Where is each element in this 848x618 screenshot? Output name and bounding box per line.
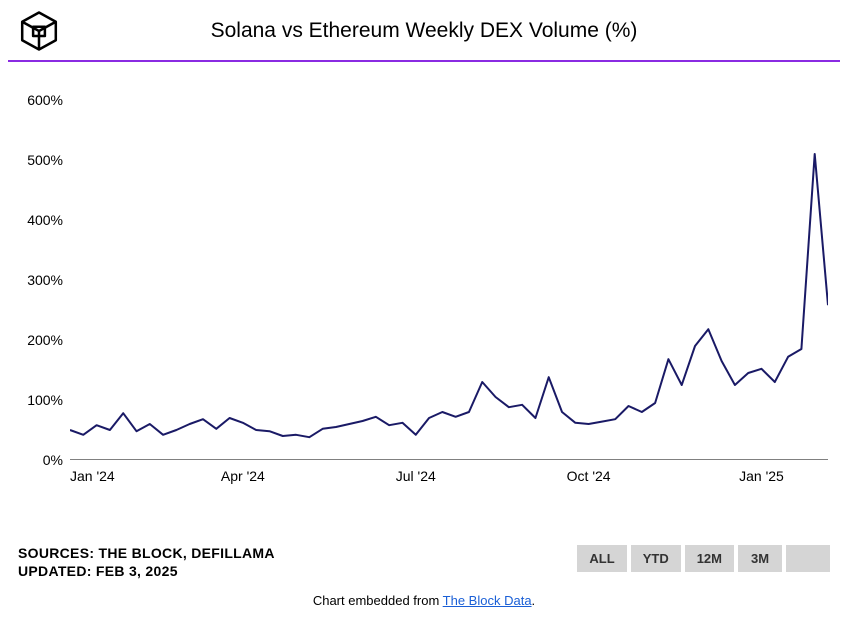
range-12m-button[interactable]: 12M	[685, 545, 734, 572]
y-tick-label: 100%	[27, 392, 63, 408]
sources-text: SOURCES: THE BLOCK, DEFILLAMA	[18, 545, 275, 563]
range-blank-button[interactable]	[786, 545, 830, 572]
embed-prefix: Chart embedded from	[313, 593, 443, 608]
chart-footer: SOURCES: THE BLOCK, DEFILLAMA UPDATED: F…	[18, 545, 830, 580]
logo-icon	[18, 10, 60, 52]
plot-area	[70, 76, 828, 460]
x-tick-label: Apr '24	[221, 468, 265, 484]
y-tick-label: 300%	[27, 272, 63, 288]
y-tick-label: 500%	[27, 152, 63, 168]
chart-title: Solana vs Ethereum Weekly DEX Volume (%)	[60, 19, 830, 43]
y-tick-label: 400%	[27, 212, 63, 228]
x-tick-label: Oct '24	[567, 468, 611, 484]
updated-text: UPDATED: FEB 3, 2025	[18, 563, 275, 581]
y-tick-label: 200%	[27, 332, 63, 348]
range-3m-button[interactable]: 3M	[738, 545, 782, 572]
x-tick-label: Jul '24	[396, 468, 436, 484]
x-axis: Jan '24 Apr '24 Jul '24 Oct '24 Jan '25	[70, 464, 828, 490]
chart-area: 0% 100% 200% 300% 400% 500% 600% Jan '24 Apr '2…	[12, 70, 836, 490]
range-ytd-button[interactable]: YTD	[631, 545, 681, 572]
y-axis: 0%100%200%300%400%500%600%	[12, 76, 67, 460]
x-tick-label: Jan '24	[70, 468, 115, 484]
y-tick-label: 0%	[43, 452, 63, 468]
source-block: SOURCES: THE BLOCK, DEFILLAMA UPDATED: F…	[18, 545, 275, 580]
embed-link[interactable]: The Block Data	[443, 593, 532, 608]
y-tick-label: 600%	[27, 92, 63, 108]
x-tick-label: Jan '25	[739, 468, 784, 484]
range-all-button[interactable]: ALL	[577, 545, 626, 572]
embed-suffix: .	[532, 593, 536, 608]
embed-note: Chart embedded from The Block Data.	[0, 593, 848, 608]
header-divider	[8, 60, 840, 62]
range-buttons: ALLYTD12M3M	[577, 545, 830, 572]
chart-header: Solana vs Ethereum Weekly DEX Volume (%)	[0, 0, 848, 60]
